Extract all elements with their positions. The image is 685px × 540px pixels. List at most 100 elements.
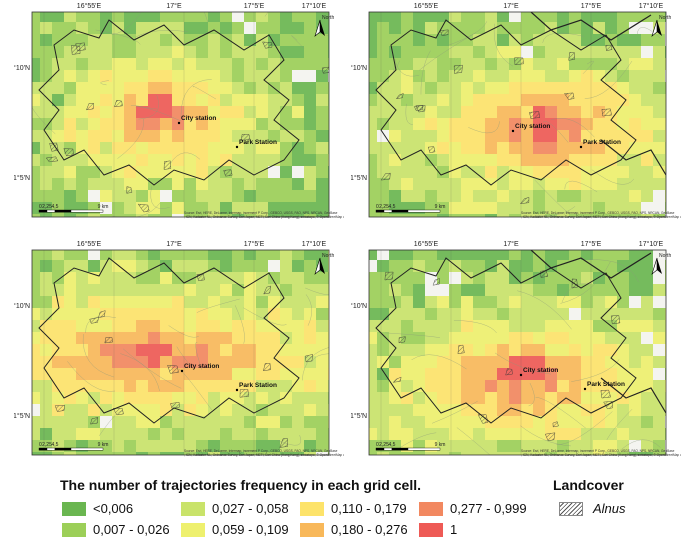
grid-cell	[76, 226, 88, 230]
grid-cell	[377, 58, 389, 70]
grid-cell	[256, 12, 268, 22]
grid-cell	[112, 344, 124, 356]
grid-cell	[581, 70, 593, 82]
grid-cell	[533, 284, 545, 296]
grid-cell	[629, 166, 641, 178]
grid-cell	[641, 166, 653, 178]
grid-cell	[473, 296, 485, 308]
grid-cell	[268, 12, 280, 22]
grid-cell	[184, 416, 196, 428]
grid-cell	[280, 380, 292, 392]
scale-label: 9 km	[98, 204, 109, 210]
grid-cell	[340, 392, 344, 404]
scale-segment	[54, 447, 72, 451]
grid-cell	[653, 332, 665, 344]
map-frame	[368, 249, 667, 456]
grid-cell	[497, 82, 509, 94]
grid-cell	[32, 250, 40, 260]
grid-cell	[328, 190, 329, 202]
grid-cell	[545, 356, 557, 368]
city-station-marker	[511, 129, 515, 133]
grid-cell	[461, 166, 473, 178]
grid-cell	[328, 130, 329, 142]
grid-cell	[172, 94, 184, 106]
grid-cell	[208, 284, 220, 296]
grid-cell	[461, 214, 473, 217]
grid-cell	[677, 416, 681, 428]
grid-cell	[569, 118, 581, 130]
park-station-label: Park Station	[583, 139, 621, 146]
scale-segment	[375, 447, 385, 451]
grid-cell	[328, 46, 329, 58]
alnus-patch	[263, 363, 271, 371]
grid-cell	[40, 12, 52, 22]
grid-cell	[665, 344, 666, 356]
grid-cell	[569, 428, 581, 440]
grid-cell	[136, 22, 148, 34]
grid-cell	[256, 332, 268, 344]
grid-cell	[32, 440, 40, 452]
grid-cell	[328, 214, 329, 217]
grid-cell	[292, 428, 304, 440]
grid-cell	[196, 332, 208, 344]
grid-cell	[112, 46, 124, 58]
grid-cell	[425, 332, 437, 344]
grid-cell	[88, 284, 100, 296]
north-arrow-icon: North	[314, 15, 334, 37]
grid-cell	[413, 452, 425, 455]
grid-cell	[292, 368, 304, 380]
grid-cell	[88, 226, 100, 230]
grid-cell	[64, 250, 76, 260]
grid-cell	[124, 296, 136, 308]
grid-cell	[292, 34, 304, 46]
grid-cell	[401, 118, 413, 130]
grid-cell	[88, 130, 100, 142]
grid-cell	[100, 58, 112, 70]
grid-cell	[521, 130, 533, 142]
grid-cell	[268, 416, 280, 428]
grid-cell	[292, 22, 304, 34]
grid-cell	[124, 58, 136, 70]
grid-cell	[617, 452, 629, 455]
grid-cell	[160, 12, 172, 22]
alnus-patch	[398, 336, 406, 344]
grid-cell	[485, 284, 497, 296]
park-station-label: Park Station	[239, 382, 277, 389]
grid-cell	[172, 272, 184, 284]
legend-label: 0,277 - 0,999	[450, 501, 527, 516]
grid-cell	[521, 154, 533, 166]
scale-segment	[391, 447, 409, 451]
grid-cell	[196, 428, 208, 440]
grid-cell	[641, 308, 653, 320]
grid-cell	[473, 284, 485, 296]
grid-cell	[148, 404, 160, 416]
grid-cell	[292, 190, 304, 202]
grid-cell	[389, 214, 401, 217]
grid-cell	[461, 356, 473, 368]
grid-cell	[461, 250, 473, 260]
grid-cell	[292, 106, 304, 118]
longitude-label: 17°E	[503, 240, 519, 248]
grid-cell	[641, 404, 653, 416]
grid-cell	[184, 428, 196, 440]
grid-cell	[136, 94, 148, 106]
grid-cell	[497, 368, 509, 380]
grid-cell	[256, 440, 268, 452]
grid-cell	[377, 34, 389, 46]
grid-cell	[497, 106, 509, 118]
grid-cell	[76, 190, 88, 202]
grid-cell	[316, 428, 328, 440]
grid-cell	[184, 320, 196, 332]
grid-cell	[581, 440, 593, 452]
grid-cell	[64, 284, 76, 296]
grid-cell	[32, 272, 40, 284]
grid-cell	[148, 452, 160, 455]
grid-cell	[389, 284, 401, 296]
grid-cell	[449, 392, 461, 404]
grid-cell	[316, 214, 328, 217]
grid-cell	[32, 380, 40, 392]
grid-cell	[509, 142, 521, 154]
grid-cell	[509, 260, 521, 272]
grid-cell	[340, 320, 344, 332]
grid-cell	[497, 356, 509, 368]
